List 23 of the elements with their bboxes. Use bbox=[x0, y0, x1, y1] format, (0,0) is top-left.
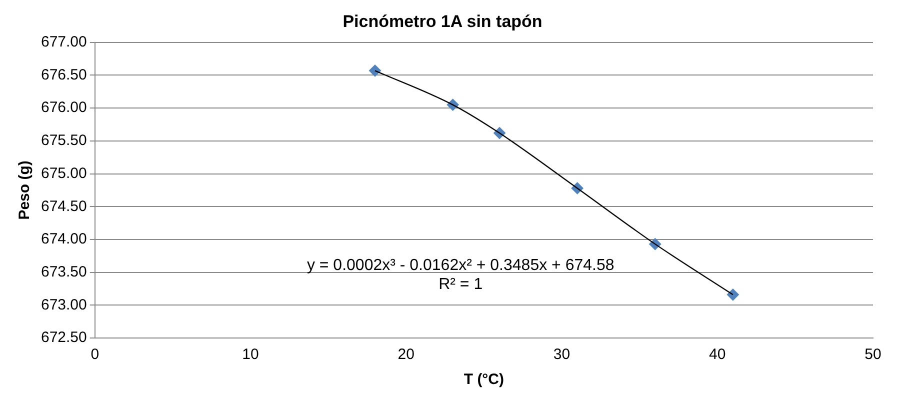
point bbox=[726, 288, 739, 301]
point bbox=[369, 64, 382, 77]
annotation: R² = 1 bbox=[438, 276, 483, 293]
x-tick-label: 50 bbox=[864, 346, 882, 364]
x-tick-label: 20 bbox=[398, 346, 414, 364]
y-tick-label: 672.50 bbox=[40, 329, 87, 346]
y-tick-label: 673.50 bbox=[40, 263, 87, 280]
x-tick-label: 30 bbox=[553, 346, 570, 364]
x-tick-label: 0 bbox=[90, 346, 100, 364]
y-tick-label: 676.50 bbox=[40, 66, 87, 84]
y-tick-label: 675.00 bbox=[40, 164, 87, 182]
annotation: y = 0.0002x³ - 0.0162x² + 0.3485x + 674.58 bbox=[306, 256, 614, 274]
y-tick-label: 674.50 bbox=[40, 198, 87, 215]
x-axis-title: T (°C) bbox=[464, 371, 504, 388]
chart-title: Picnómetro 1A sin tapón bbox=[342, 12, 542, 31]
y-tick-label: 677.00 bbox=[40, 34, 87, 51]
y-tick-label: 673.00 bbox=[40, 296, 87, 314]
x-tick-label: 40 bbox=[709, 346, 726, 364]
y-tick-label: 674.00 bbox=[40, 230, 87, 248]
y-tick-label: 675.50 bbox=[40, 132, 87, 150]
y-axis-title: Peso (g) bbox=[16, 160, 34, 220]
x-tick-label: 10 bbox=[242, 346, 259, 364]
y-tick-label: 676.00 bbox=[40, 99, 87, 116]
